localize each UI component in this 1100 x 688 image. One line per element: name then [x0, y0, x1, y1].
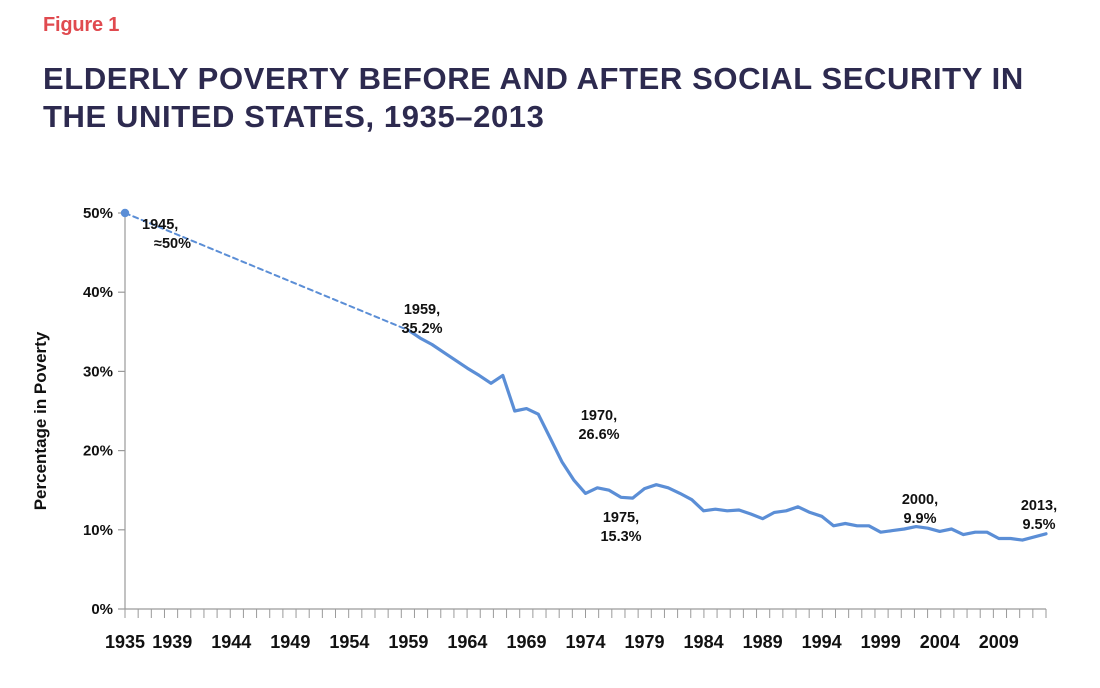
- annotation-year: 1945,: [142, 217, 178, 233]
- annotation-label: 2000, 9.9%: [902, 492, 938, 527]
- x-tick-label: 1949: [270, 632, 310, 652]
- x-tick-label: 1974: [565, 632, 605, 652]
- y-tick-label: 20%: [83, 443, 113, 460]
- x-tick-label: 1964: [447, 632, 487, 652]
- annotation-label: 2013, 9.5%: [1021, 498, 1057, 533]
- annotation-year: 1970,: [581, 408, 617, 424]
- x-tick-label: 2009: [979, 632, 1019, 652]
- annotation-value: 9.9%: [903, 511, 936, 527]
- chart-title: ELDERLY POVERTY BEFORE AND AFTER SOCIAL …: [43, 61, 1024, 134]
- x-tick-label: 1954: [329, 632, 369, 652]
- annotation-year: 1975,: [603, 510, 639, 526]
- annotation-year: 2013,: [1021, 498, 1057, 514]
- annotation-value: 15.3%: [600, 529, 641, 545]
- x-tick-label: 1935: [105, 632, 145, 652]
- annotation-value: ≈50%: [154, 236, 191, 252]
- x-tick-label: 1994: [802, 632, 842, 652]
- figure-label: Figure 1: [43, 14, 120, 36]
- y-tick-label: 40%: [83, 284, 113, 301]
- annotation-value: 9.5%: [1022, 517, 1055, 533]
- annotation-value: 35.2%: [401, 321, 442, 337]
- x-tick-label: 1939: [152, 632, 192, 652]
- x-tick-label: 1944: [211, 632, 251, 652]
- annotation-year: 1959,: [404, 302, 440, 318]
- estimated-trend-line: [124, 212, 410, 332]
- annotation-year: 2000,: [902, 492, 938, 508]
- annotation-label: 1945, ≈50%: [142, 217, 191, 252]
- y-axis-label: Percentage in Poverty: [31, 331, 50, 510]
- y-tick-label: 30%: [83, 363, 113, 380]
- y-tick-label: 10%: [83, 522, 113, 539]
- x-tick-label: 1984: [684, 632, 724, 652]
- annotation-label: 1970, 26.6%: [578, 408, 619, 443]
- x-tick-label: 1969: [506, 632, 546, 652]
- annotation-value: 26.6%: [578, 427, 619, 443]
- x-tick-label: 1959: [388, 632, 428, 652]
- x-tick-label: 1989: [743, 632, 783, 652]
- annotation-label: 1959, 35.2%: [401, 302, 442, 337]
- y-tick-label: 50%: [83, 205, 113, 222]
- x-tick-label: 1979: [625, 632, 665, 652]
- annotation-label: 1975, 15.3%: [600, 510, 641, 545]
- x-tick-label: 1999: [861, 632, 901, 652]
- poverty-rate-line: [406, 328, 1048, 542]
- start-point-marker: [120, 208, 130, 218]
- y-tick-label: 0%: [91, 601, 113, 618]
- x-tick-label: 2004: [920, 632, 960, 652]
